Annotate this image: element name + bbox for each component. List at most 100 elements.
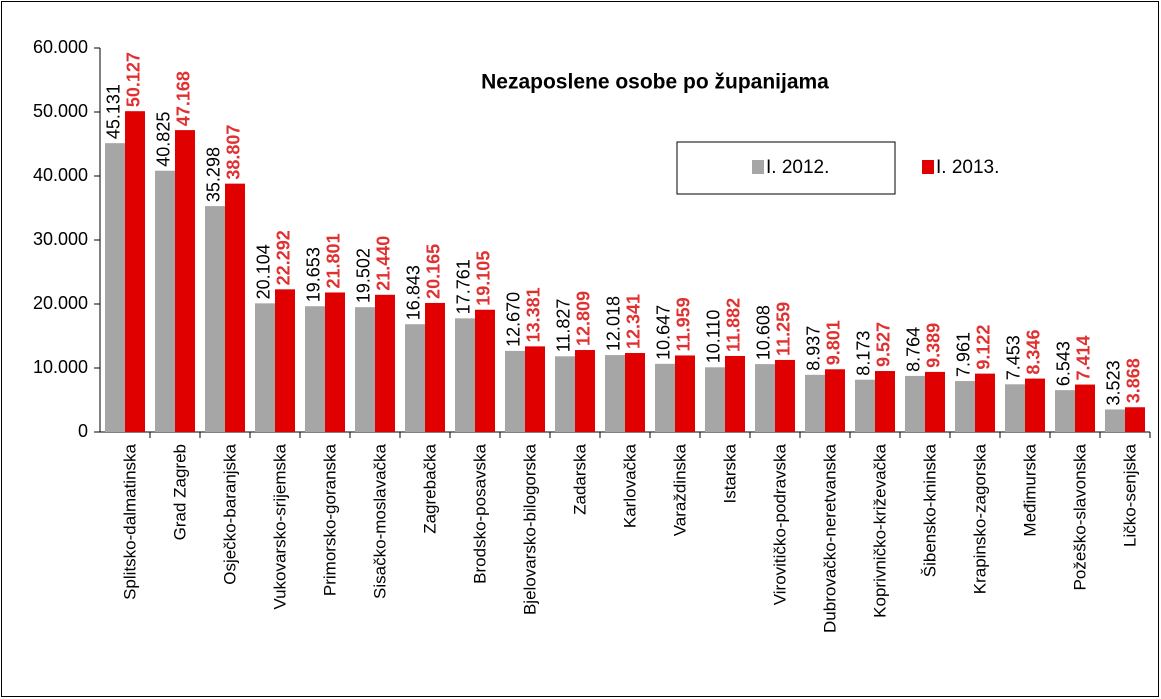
bar [625, 353, 645, 432]
data-label: 12.670 [504, 292, 524, 347]
data-label: 10.647 [654, 305, 674, 360]
bar [155, 170, 175, 432]
data-label: 20.104 [254, 244, 274, 299]
data-label: 3.868 [1124, 358, 1144, 403]
legend-label: I. 2012. [766, 157, 829, 178]
data-label: 10.110 [704, 310, 724, 364]
bar [875, 371, 895, 432]
bar [125, 111, 145, 433]
chart-title: Nezaposlene osobe po županijama [481, 71, 829, 94]
x-tick-label: Bjelovarsko-bilogorska [520, 443, 539, 615]
data-label: 8.173 [854, 331, 874, 376]
y-tick-label: 0 [78, 421, 88, 441]
data-label: 45.131 [104, 84, 124, 139]
data-label: 9.801 [824, 320, 844, 365]
bar [975, 373, 995, 432]
bar [305, 306, 325, 432]
bar [755, 364, 775, 432]
bar [655, 363, 675, 432]
bar [1105, 409, 1125, 432]
bar [205, 206, 225, 432]
data-label: 19.653 [304, 247, 324, 302]
x-tick-label: Dubrovačko-neretvanska [820, 443, 839, 633]
data-label: 11.827 [554, 299, 574, 353]
x-tick-label: Grad Zagreb [170, 444, 189, 540]
data-label: 35.298 [204, 147, 224, 202]
data-label: 19.105 [474, 251, 494, 306]
bar [955, 381, 975, 432]
y-tick-label: 50.000 [33, 101, 88, 121]
x-tick-label: Brodsko-posavska [470, 443, 489, 583]
data-label: 8.346 [1024, 330, 1044, 375]
bar [175, 130, 195, 432]
bar [925, 371, 945, 432]
y-tick-label: 60.000 [33, 37, 88, 57]
bar [805, 374, 825, 432]
data-label: 8.937 [804, 326, 824, 371]
x-tick-label: Sisačko-moslavačka [370, 443, 389, 598]
bar [775, 359, 795, 432]
data-label: 12.341 [624, 294, 644, 349]
data-label: 9.122 [974, 325, 994, 370]
data-label: 11.259 [774, 302, 794, 356]
data-label: 10.608 [754, 305, 774, 360]
bar [675, 355, 695, 432]
data-label: 6.543 [1054, 341, 1074, 386]
bar [1025, 378, 1045, 432]
bar [1075, 384, 1095, 432]
x-tick-label: Splitsko-dalmatinska [120, 443, 139, 599]
data-label: 22.292 [274, 230, 294, 285]
data-label: 50.127 [124, 52, 144, 107]
bar [1005, 384, 1025, 432]
bar [825, 369, 845, 432]
legend-label: I. 2013. [936, 157, 999, 178]
data-label: 21.440 [374, 236, 394, 291]
x-tick-label: Međimurska [1020, 443, 1039, 536]
data-label: 9.389 [924, 323, 944, 368]
x-tick-label: Zadarska [570, 443, 589, 514]
data-label: 11.882 [724, 298, 744, 352]
y-tick-label: 10.000 [33, 357, 88, 377]
x-tick-label: Varaždinska [670, 443, 689, 536]
bar [525, 346, 545, 432]
bar [225, 183, 245, 432]
bar [405, 324, 425, 432]
x-tick-label: Karlovačka [620, 443, 639, 528]
x-tick-label: Istarska [720, 443, 739, 503]
x-tick-label: Požeško-slavonska [1070, 443, 1089, 590]
bar [855, 379, 875, 432]
bar [255, 303, 275, 432]
legend-swatch [922, 160, 934, 174]
bar [1125, 407, 1145, 432]
bar [275, 289, 295, 432]
data-label: 7.414 [1074, 336, 1094, 381]
data-label: 40.825 [154, 112, 174, 167]
y-tick-label: 20.000 [33, 293, 88, 313]
bar [725, 355, 745, 432]
bar [575, 350, 595, 432]
legend-swatch [752, 160, 764, 174]
bar [455, 318, 475, 432]
data-label: 20.165 [424, 244, 444, 299]
bar [325, 292, 345, 432]
y-tick-label: 30.000 [33, 229, 88, 249]
data-label: 7.961 [954, 332, 974, 377]
bar [605, 355, 625, 432]
data-label: 11.959 [674, 297, 694, 351]
bar [1055, 390, 1075, 432]
bar [375, 294, 395, 432]
x-tick-label: Vukovarsko-srijemska [270, 443, 289, 609]
data-label: 12.809 [574, 291, 594, 346]
data-label: 21.801 [324, 233, 344, 288]
legend-box [676, 141, 896, 195]
bar [705, 367, 725, 432]
x-tick-label: Osječko-baranjska [220, 443, 239, 584]
bar [555, 356, 575, 432]
data-label: 47.168 [174, 71, 194, 126]
x-tick-label: Primorsko-goranska [320, 443, 339, 596]
bar [355, 307, 375, 432]
data-label: 16.843 [404, 265, 424, 320]
bar [505, 350, 525, 432]
data-label: 13.381 [524, 287, 544, 342]
